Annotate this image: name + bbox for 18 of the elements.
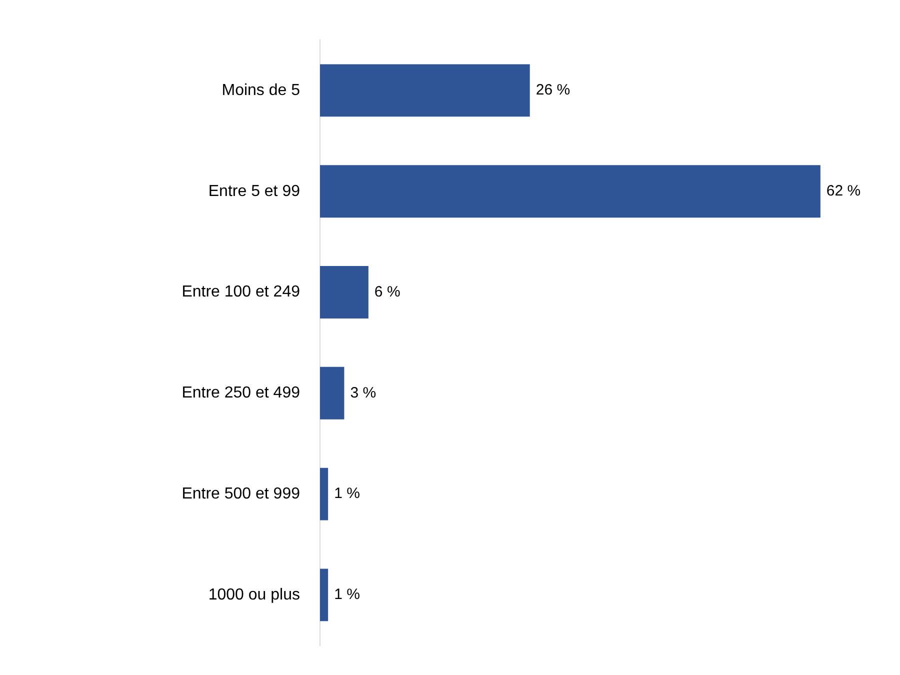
data-label: 1 % — [334, 485, 360, 502]
y-tick-label: 1000 ou plus — [208, 586, 300, 604]
data-label: 1 % — [334, 586, 360, 604]
data-label: 26 % — [536, 82, 570, 99]
y-tick-label: Entre 100 et 249 — [182, 284, 300, 301]
bar — [320, 366, 344, 420]
data-label: 3 % — [350, 384, 376, 402]
y-tick-label: Entre 5 et 99 — [208, 182, 300, 200]
bar — [320, 468, 328, 520]
bar — [320, 568, 328, 622]
y-tick-label: Moins de 5 — [222, 82, 300, 99]
y-tick-label: Entre 250 et 499 — [182, 384, 300, 402]
bar — [320, 64, 530, 117]
data-label: 62 % — [826, 182, 861, 200]
y-tick-label: Entre 500 et 999 — [182, 485, 300, 502]
bar — [320, 165, 820, 218]
bar — [320, 266, 368, 318]
data-label: 6 % — [374, 283, 400, 300]
